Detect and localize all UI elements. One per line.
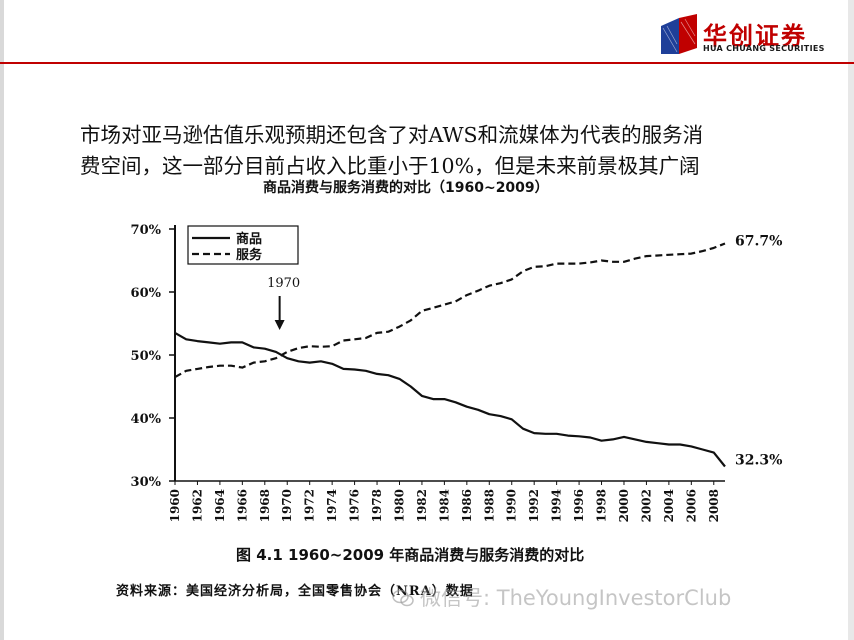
left-border bbox=[0, 0, 4, 640]
x-tick-label: 1984 bbox=[437, 489, 451, 522]
legend-label: 服务 bbox=[236, 247, 263, 263]
series-line-services bbox=[174, 242, 726, 379]
logo-mark-icon bbox=[661, 14, 697, 54]
chart-axes bbox=[174, 225, 725, 482]
x-tick-label: 1972 bbox=[303, 489, 317, 522]
series-line-goods bbox=[174, 331, 726, 468]
figure-source: 资料来源：美国经济分析局，全国零售协会（NRA）数据 bbox=[116, 584, 474, 599]
right-border bbox=[848, 0, 854, 640]
x-tick-label: 1986 bbox=[460, 489, 474, 522]
x-tick-label: 1968 bbox=[258, 489, 272, 522]
y-tick-label: 60% bbox=[131, 286, 162, 301]
x-tick-label: 1990 bbox=[505, 489, 519, 522]
x-tick-label: 2000 bbox=[617, 489, 631, 522]
x-tick-label: 1962 bbox=[190, 489, 204, 522]
x-tick-label: 1964 bbox=[213, 489, 227, 522]
chart-title: 商品消费与服务消费的对比（1960~2009） bbox=[263, 179, 549, 196]
wechat-icon bbox=[392, 589, 414, 607]
x-tick-label: 2006 bbox=[684, 489, 698, 522]
headline-line-2: 费空间，这一部分目前占收入比重小于10%，但是未来前景极其广阔 bbox=[80, 154, 700, 178]
slide-headline: 市场对亚马逊估值乐观预期还包含了对AWS和流媒体为代表的服务消 费空间，这一部分… bbox=[80, 120, 800, 182]
x-axis-ticks: 1960 1962 1964 1966 1968 1970 1972 1974 1976 1978… bbox=[168, 481, 721, 522]
x-tick-label: 2002 bbox=[639, 489, 653, 522]
y-axis-ticks: 30% 40% 50% 60% 70% bbox=[131, 223, 175, 490]
y-tick-label: 40% bbox=[131, 412, 162, 427]
x-tick-label: 1994 bbox=[550, 489, 564, 522]
annotation-year-label: 1970 bbox=[267, 276, 300, 291]
logo-english-name: HUA CHUANG SECURITIES bbox=[703, 44, 825, 53]
x-tick-label: 1996 bbox=[572, 489, 586, 522]
x-tick-label: 1974 bbox=[325, 489, 339, 522]
chart-annotations: 1970 67.7% 32.3% bbox=[267, 233, 782, 468]
x-tick-label: 1970 bbox=[280, 489, 294, 522]
consumption-line-chart: 商品消费与服务消费的对比（1960~2009） 30%40%50%60%70% … bbox=[131, 179, 783, 522]
annotation-end-value: 67.7% bbox=[735, 233, 782, 249]
legend-box bbox=[187, 225, 299, 265]
x-tick-label: 2008 bbox=[707, 489, 721, 522]
legend-label: 商品 bbox=[236, 231, 262, 247]
x-tick-label: 1960 bbox=[168, 489, 182, 522]
y-tick-label: 70% bbox=[131, 223, 162, 238]
annotation-arrow-head bbox=[274, 320, 285, 330]
x-tick-label: 1966 bbox=[235, 489, 249, 522]
x-tick-label: 1978 bbox=[370, 489, 384, 522]
wechat-watermark: 微信号: TheYoungInvestorClub bbox=[392, 582, 731, 612]
chart-series bbox=[174, 242, 726, 468]
logo-chinese-name: 华创证券 bbox=[703, 22, 807, 50]
company-logo: 华创证券 HUA CHUANG SECURITIES bbox=[657, 14, 827, 58]
annotation-end-value: 32.3% bbox=[735, 453, 782, 469]
figure-caption: 图 4.1 1960~2009 年商品消费与服务消费的对比 bbox=[236, 546, 585, 564]
x-tick-label: 1992 bbox=[527, 489, 541, 522]
y-tick-label: 30% bbox=[131, 475, 162, 490]
x-tick-label: 1988 bbox=[482, 489, 496, 522]
x-tick-label: 1976 bbox=[348, 489, 362, 522]
watermark-text: 微信号: TheYoungInvestorClub bbox=[420, 586, 732, 610]
x-tick-label: 1982 bbox=[415, 489, 429, 522]
header-rule bbox=[0, 62, 854, 64]
y-tick-label: 50% bbox=[131, 349, 162, 364]
x-tick-label: 1998 bbox=[595, 489, 609, 522]
x-tick-label: 1980 bbox=[392, 489, 406, 522]
headline-line-1: 市场对亚马逊估值乐观预期还包含了对AWS和流媒体为代表的服务消 bbox=[80, 123, 704, 147]
x-tick-label: 2004 bbox=[662, 489, 676, 522]
